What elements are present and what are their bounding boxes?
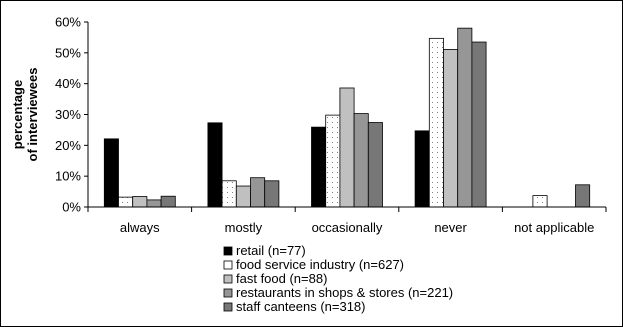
y-axis-title: percentageof interviewees (10, 68, 40, 162)
bar (339, 87, 355, 208)
y-axis-title-line: of interviewees (25, 68, 40, 162)
y-axis: 0% 10% 20% 30% 40% 50% 60% (55, 15, 88, 215)
bar (235, 185, 251, 208)
bar (207, 122, 223, 208)
legend-swatch (223, 246, 233, 256)
x-tick-label: always (120, 220, 160, 235)
y-tick-label: 30% (55, 107, 81, 122)
y-tick-label: 20% (55, 138, 81, 153)
bars (103, 27, 591, 208)
bar (471, 41, 487, 208)
bar (443, 49, 459, 208)
y-tick-label: 60% (55, 15, 81, 30)
bar (221, 180, 237, 208)
bar (353, 113, 369, 208)
bar (146, 199, 162, 208)
legend-label: food service industry (n=627) (236, 257, 404, 272)
legend: retail (n=77)food service industry (n=62… (223, 243, 453, 314)
x-tick-label: never (434, 220, 467, 235)
y-tick-label: 50% (55, 45, 81, 60)
bar (311, 126, 327, 208)
legend-swatch (223, 302, 233, 312)
y-axis-title-line: percentage (10, 80, 25, 149)
bar (575, 184, 591, 208)
axes (87, 22, 606, 208)
legend-label: retail (n=77) (236, 243, 306, 258)
y-tick-label: 40% (55, 76, 81, 91)
legend-label: fast food (n=88) (236, 271, 327, 286)
legend-label: restaurants in shops & stores (n=221) (236, 285, 453, 300)
legend-label: staff canteens (n=318) (236, 299, 366, 314)
y-tick-label: 10% (55, 169, 81, 184)
bar (118, 196, 134, 208)
legend-swatch (223, 288, 233, 298)
bar (264, 180, 280, 208)
bar (132, 196, 148, 208)
bar (457, 27, 473, 208)
y-axis-title-text: percentageof interviewees (10, 68, 40, 162)
bar (325, 114, 341, 208)
legend-swatch (223, 274, 233, 284)
x-tick-label: not applicable (514, 220, 594, 235)
bar (250, 177, 266, 208)
x-axis: always mostly occasionally never not applica… (87, 207, 607, 235)
bar (367, 122, 383, 208)
bar (103, 138, 119, 208)
x-tick-label: mostly (225, 220, 263, 235)
legend-swatch (223, 260, 233, 270)
x-tick-label: occasionally (312, 220, 383, 235)
bar (532, 195, 548, 208)
bar (428, 37, 444, 208)
y-tick-label: 0% (62, 200, 81, 215)
bar (414, 130, 430, 208)
bar (160, 195, 176, 208)
